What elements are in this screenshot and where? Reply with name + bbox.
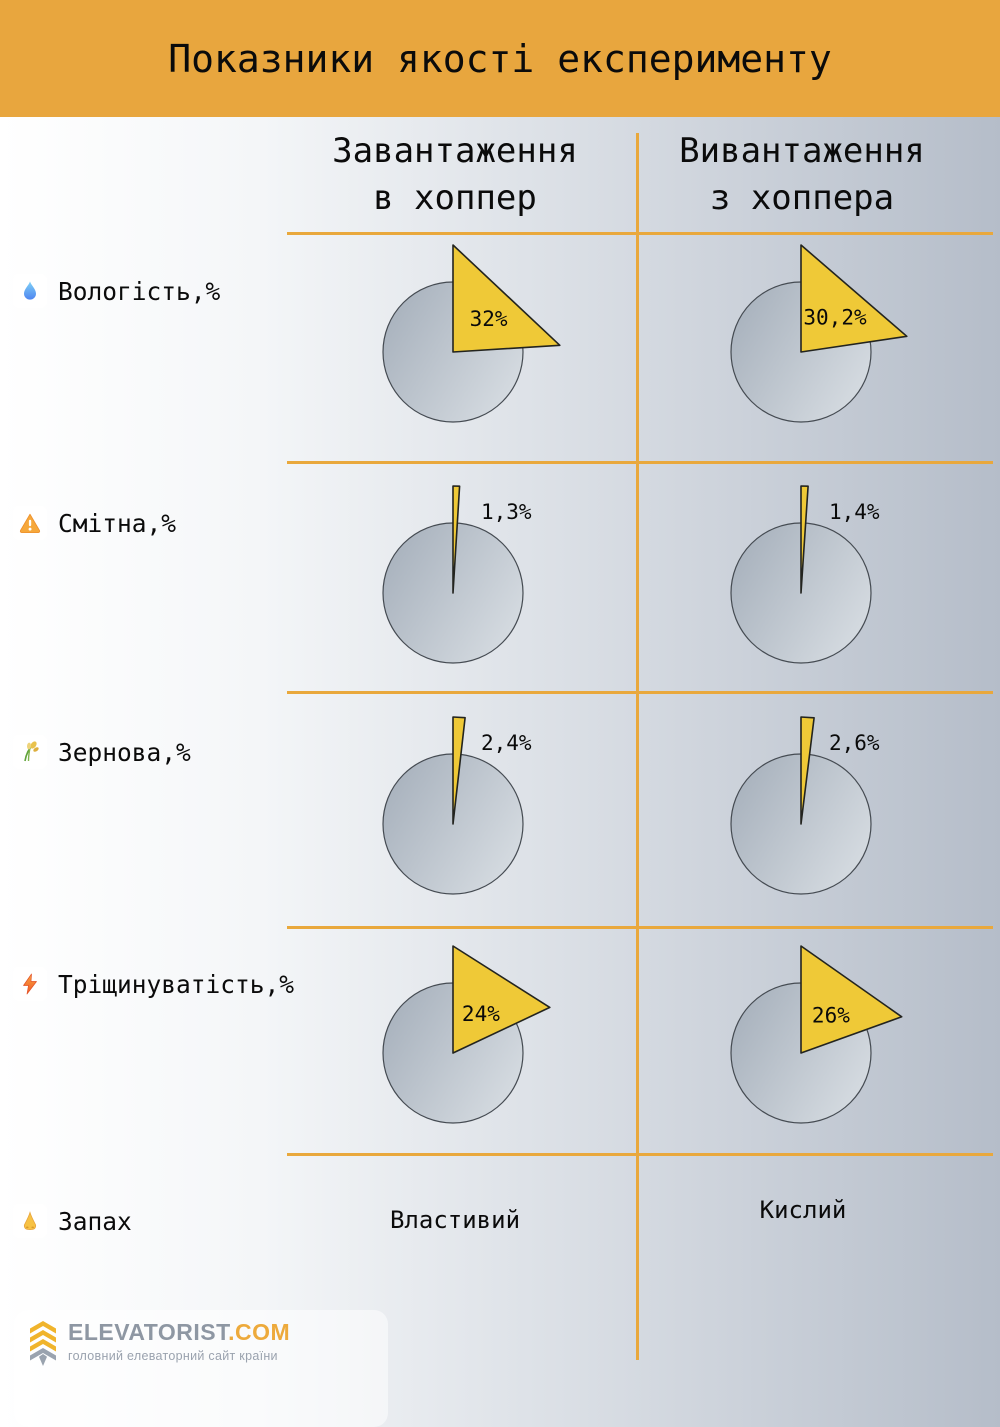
column-header-unloading: Вивантаження з хоппера — [640, 128, 964, 222]
row-label-text: Запах — [58, 1206, 132, 1236]
pie-chart: 30,2% — [730, 244, 908, 423]
pie-wedge — [452, 945, 551, 1054]
droplet-icon — [13, 274, 47, 308]
smell-value-unloading: Кислий — [759, 1196, 847, 1224]
pie-wedge — [452, 485, 461, 594]
pie-grain-unloading: 2,6% — [648, 702, 968, 907]
pie-chart: 2,4% — [382, 716, 532, 895]
pie-chart: 26% — [730, 945, 903, 1124]
pie-moisture-loading: 32% — [300, 230, 620, 435]
row-label-text: Тріщинуватість,% — [58, 969, 295, 999]
column-header-loading: Завантаження в хоппер — [280, 128, 630, 222]
pie-trash-loading: 1,3% — [300, 471, 620, 676]
pie-wedge — [800, 716, 815, 825]
row-divider — [287, 926, 993, 929]
page-title: Показники якості експерименту — [168, 36, 832, 81]
column-header-line: Завантаження — [332, 131, 578, 171]
pie-chart: 1,4% — [730, 485, 880, 664]
pie-value-label: 26% — [812, 1004, 850, 1028]
pie-chart: 32% — [382, 244, 561, 423]
pie-value-label: 1,4% — [829, 500, 880, 524]
pie-cracking-loading: 24% — [300, 931, 620, 1136]
pie-value-label: 24% — [462, 1002, 500, 1026]
warning-icon — [13, 506, 47, 540]
pie-wedge — [452, 244, 561, 353]
pie-wedge — [800, 244, 908, 353]
row-divider — [287, 232, 993, 235]
row-label-trash: Смітна,% — [13, 506, 176, 540]
column-header-line: Вивантаження — [679, 131, 925, 171]
column-header-line: з хоппера — [709, 178, 895, 218]
pie-value-label: 2,6% — [829, 731, 880, 755]
pie-value-label: 32% — [470, 307, 508, 331]
brand-tagline: головний елеваторний сайт країни — [68, 1349, 278, 1364]
grain-icon — [13, 735, 47, 769]
brand-main: ELEVATORIST — [68, 1319, 229, 1345]
pie-moisture-unloading: 30,2% — [648, 230, 968, 435]
column-divider — [636, 133, 639, 1360]
row-label-smell: Запах — [13, 1204, 132, 1238]
pie-grain-loading: 2,4% — [300, 702, 620, 907]
pie-chart: 1,3% — [382, 485, 532, 664]
pie-value-label: 1,3% — [481, 500, 532, 524]
row-divider — [287, 691, 993, 694]
column-header-line: в хоппер — [373, 178, 537, 218]
pie-value-label: 30,2% — [803, 306, 867, 330]
logo-text-block: ELEVATORIST.COM головний елеваторний сай… — [68, 1319, 291, 1364]
row-label-text: Зернова,% — [58, 737, 191, 767]
pie-trash-unloading: 1,4% — [648, 471, 968, 676]
brand-tld: .COM — [228, 1319, 291, 1345]
wheat-icon — [28, 1320, 58, 1370]
pie-cracking-unloading: 26% — [648, 931, 968, 1136]
row-divider — [287, 1153, 993, 1156]
pie-wedge — [800, 485, 809, 594]
nose-icon — [13, 1204, 47, 1238]
row-label-moisture: Вологість,% — [13, 274, 220, 308]
row-label-text: Вологість,% — [58, 276, 221, 306]
row-label-grain: Зернова,% — [13, 735, 191, 769]
pie-value-label: 2,4% — [481, 731, 532, 755]
brand-name: ELEVATORIST.COM — [68, 1319, 291, 1345]
pie-wedge — [800, 945, 903, 1054]
row-label-text: Смітна,% — [58, 508, 177, 538]
title-banner: Показники якості експерименту — [0, 0, 1000, 117]
row-divider — [287, 461, 993, 464]
smell-value-loading: Властивий — [389, 1206, 521, 1234]
pie-chart: 2,6% — [730, 716, 880, 895]
logo-panel — [14, 1310, 388, 1427]
lightning-icon — [13, 967, 47, 1001]
pie-wedge — [452, 716, 466, 825]
pie-chart: 24% — [382, 945, 551, 1124]
elevatorist-logo: ELEVATORIST.COM головний елеваторний сай… — [28, 1319, 291, 1370]
row-label-cracking: Тріщинуватість,% — [13, 967, 294, 1001]
